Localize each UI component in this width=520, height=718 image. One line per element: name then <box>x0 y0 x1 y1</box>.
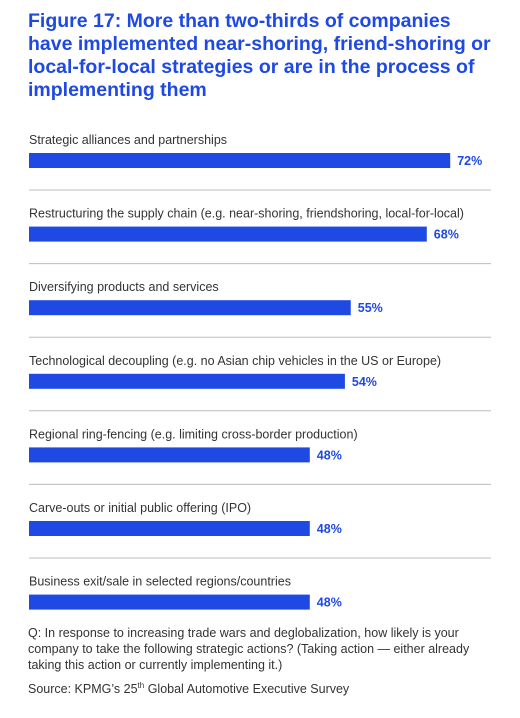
bar <box>29 153 451 168</box>
category-label: Carve-outs or initial public offering (I… <box>29 501 251 515</box>
bar <box>29 226 427 242</box>
bar <box>29 300 351 316</box>
value-label: 54% <box>352 375 377 389</box>
survey-question-footnote: Q: In response to increasing trade wars … <box>28 626 470 672</box>
source-superscript: th <box>137 681 145 690</box>
value-label: 68% <box>434 228 459 242</box>
bar <box>29 373 345 389</box>
category-label: Diversifying products and services <box>29 280 219 294</box>
bar <box>29 594 310 610</box>
category-label: Technological decoupling (e.g. no Asian … <box>29 354 441 368</box>
category-label: Business exit/sale in selected regions/c… <box>29 575 291 589</box>
chart-title: Figure 17: More than two-thirds of compa… <box>28 10 491 101</box>
source-suffix: Global Automotive Executive Survey <box>144 682 350 697</box>
value-label: 48% <box>317 522 342 536</box>
bar <box>29 447 310 463</box>
category-label: Strategic alliances and partnerships <box>29 133 227 147</box>
source-prefix: Source: KPMG’s 25 <box>28 682 138 697</box>
value-label: 55% <box>358 301 383 315</box>
source-note: Source: KPMG’s 25th Global Automotive Ex… <box>28 678 498 697</box>
value-label: 72% <box>457 154 482 168</box>
bar <box>29 521 310 536</box>
category-label: Regional ring-fencing (e.g. limiting cro… <box>29 427 358 441</box>
value-label: 48% <box>317 448 342 462</box>
value-label: 48% <box>317 596 342 610</box>
category-label: Restructuring the supply chain (e.g. nea… <box>29 207 464 221</box>
